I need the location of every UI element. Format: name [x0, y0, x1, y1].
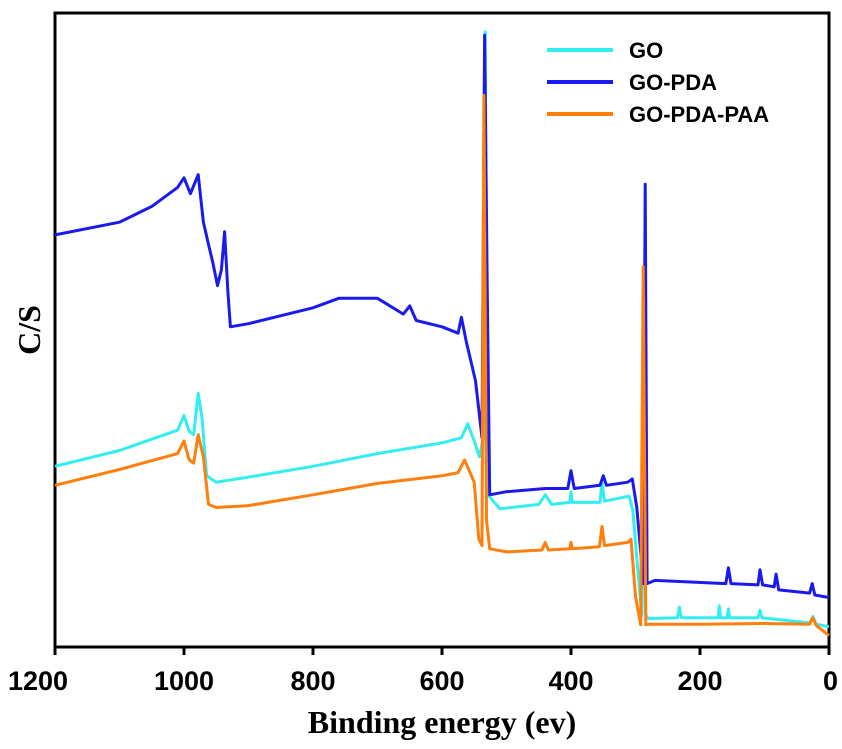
x-tick-label: 400 [548, 666, 593, 696]
series-line-1 [54, 33, 830, 599]
y-axis-title: C/S [11, 305, 47, 355]
legend-label-2: GO-PDA-PAA [629, 102, 769, 127]
x-tick-label: 600 [419, 666, 464, 696]
series-line-0 [54, 30, 830, 629]
legend: GO GO-PDA GO-PDA-PAA [547, 38, 769, 127]
legend-label-0: GO [629, 38, 663, 63]
x-axis-title: Binding energy (ev) [308, 704, 576, 740]
x-tick-label: 800 [290, 666, 335, 696]
series-line-2 [54, 93, 830, 637]
x-tick-label: 1000 [154, 666, 214, 696]
x-tick-label: 200 [677, 666, 722, 696]
legend-label-1: GO-PDA [629, 70, 717, 95]
series-layer [54, 30, 830, 637]
x-tick-label: 0 [823, 666, 838, 696]
x-tick-label: 1200 [8, 666, 68, 696]
x-axis-ticks: 1200 1000 800 600 400 200 0 [8, 647, 838, 696]
